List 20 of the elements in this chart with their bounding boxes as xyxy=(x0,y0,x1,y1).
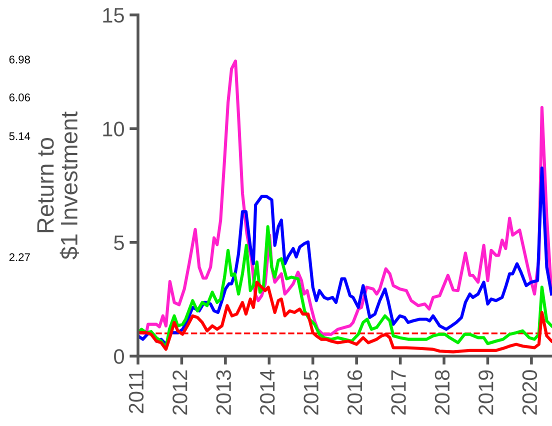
x-tick-label: 2016 xyxy=(347,370,362,415)
x-tick-label: 2017 xyxy=(391,370,406,415)
x-tick-label: 2015 xyxy=(304,370,318,415)
text: 5.14 xyxy=(9,132,30,140)
y-tick-label: 10 xyxy=(103,122,124,136)
x-tick-label: 2018 xyxy=(434,370,450,415)
text: 6.06 xyxy=(9,94,30,102)
x-tick-label: 2014 xyxy=(260,370,275,415)
x-tick-label: 2020 xyxy=(522,370,538,415)
y-tick-label: 0 xyxy=(114,349,124,364)
x-tick-label: 2019 xyxy=(478,370,494,415)
y-tick-label: 15 xyxy=(103,8,124,23)
x-tick-label: 2013 xyxy=(216,370,232,415)
text: 6.98 xyxy=(9,56,30,64)
text: 2.27 xyxy=(9,253,30,262)
y-axis-title: Return to $1 Investment xyxy=(37,112,79,260)
x-tick-label: 2012 xyxy=(172,370,188,415)
line-series xyxy=(138,166,552,346)
x-tick-label: 2011 xyxy=(128,370,144,414)
y-tick-label: 5 xyxy=(114,236,124,250)
